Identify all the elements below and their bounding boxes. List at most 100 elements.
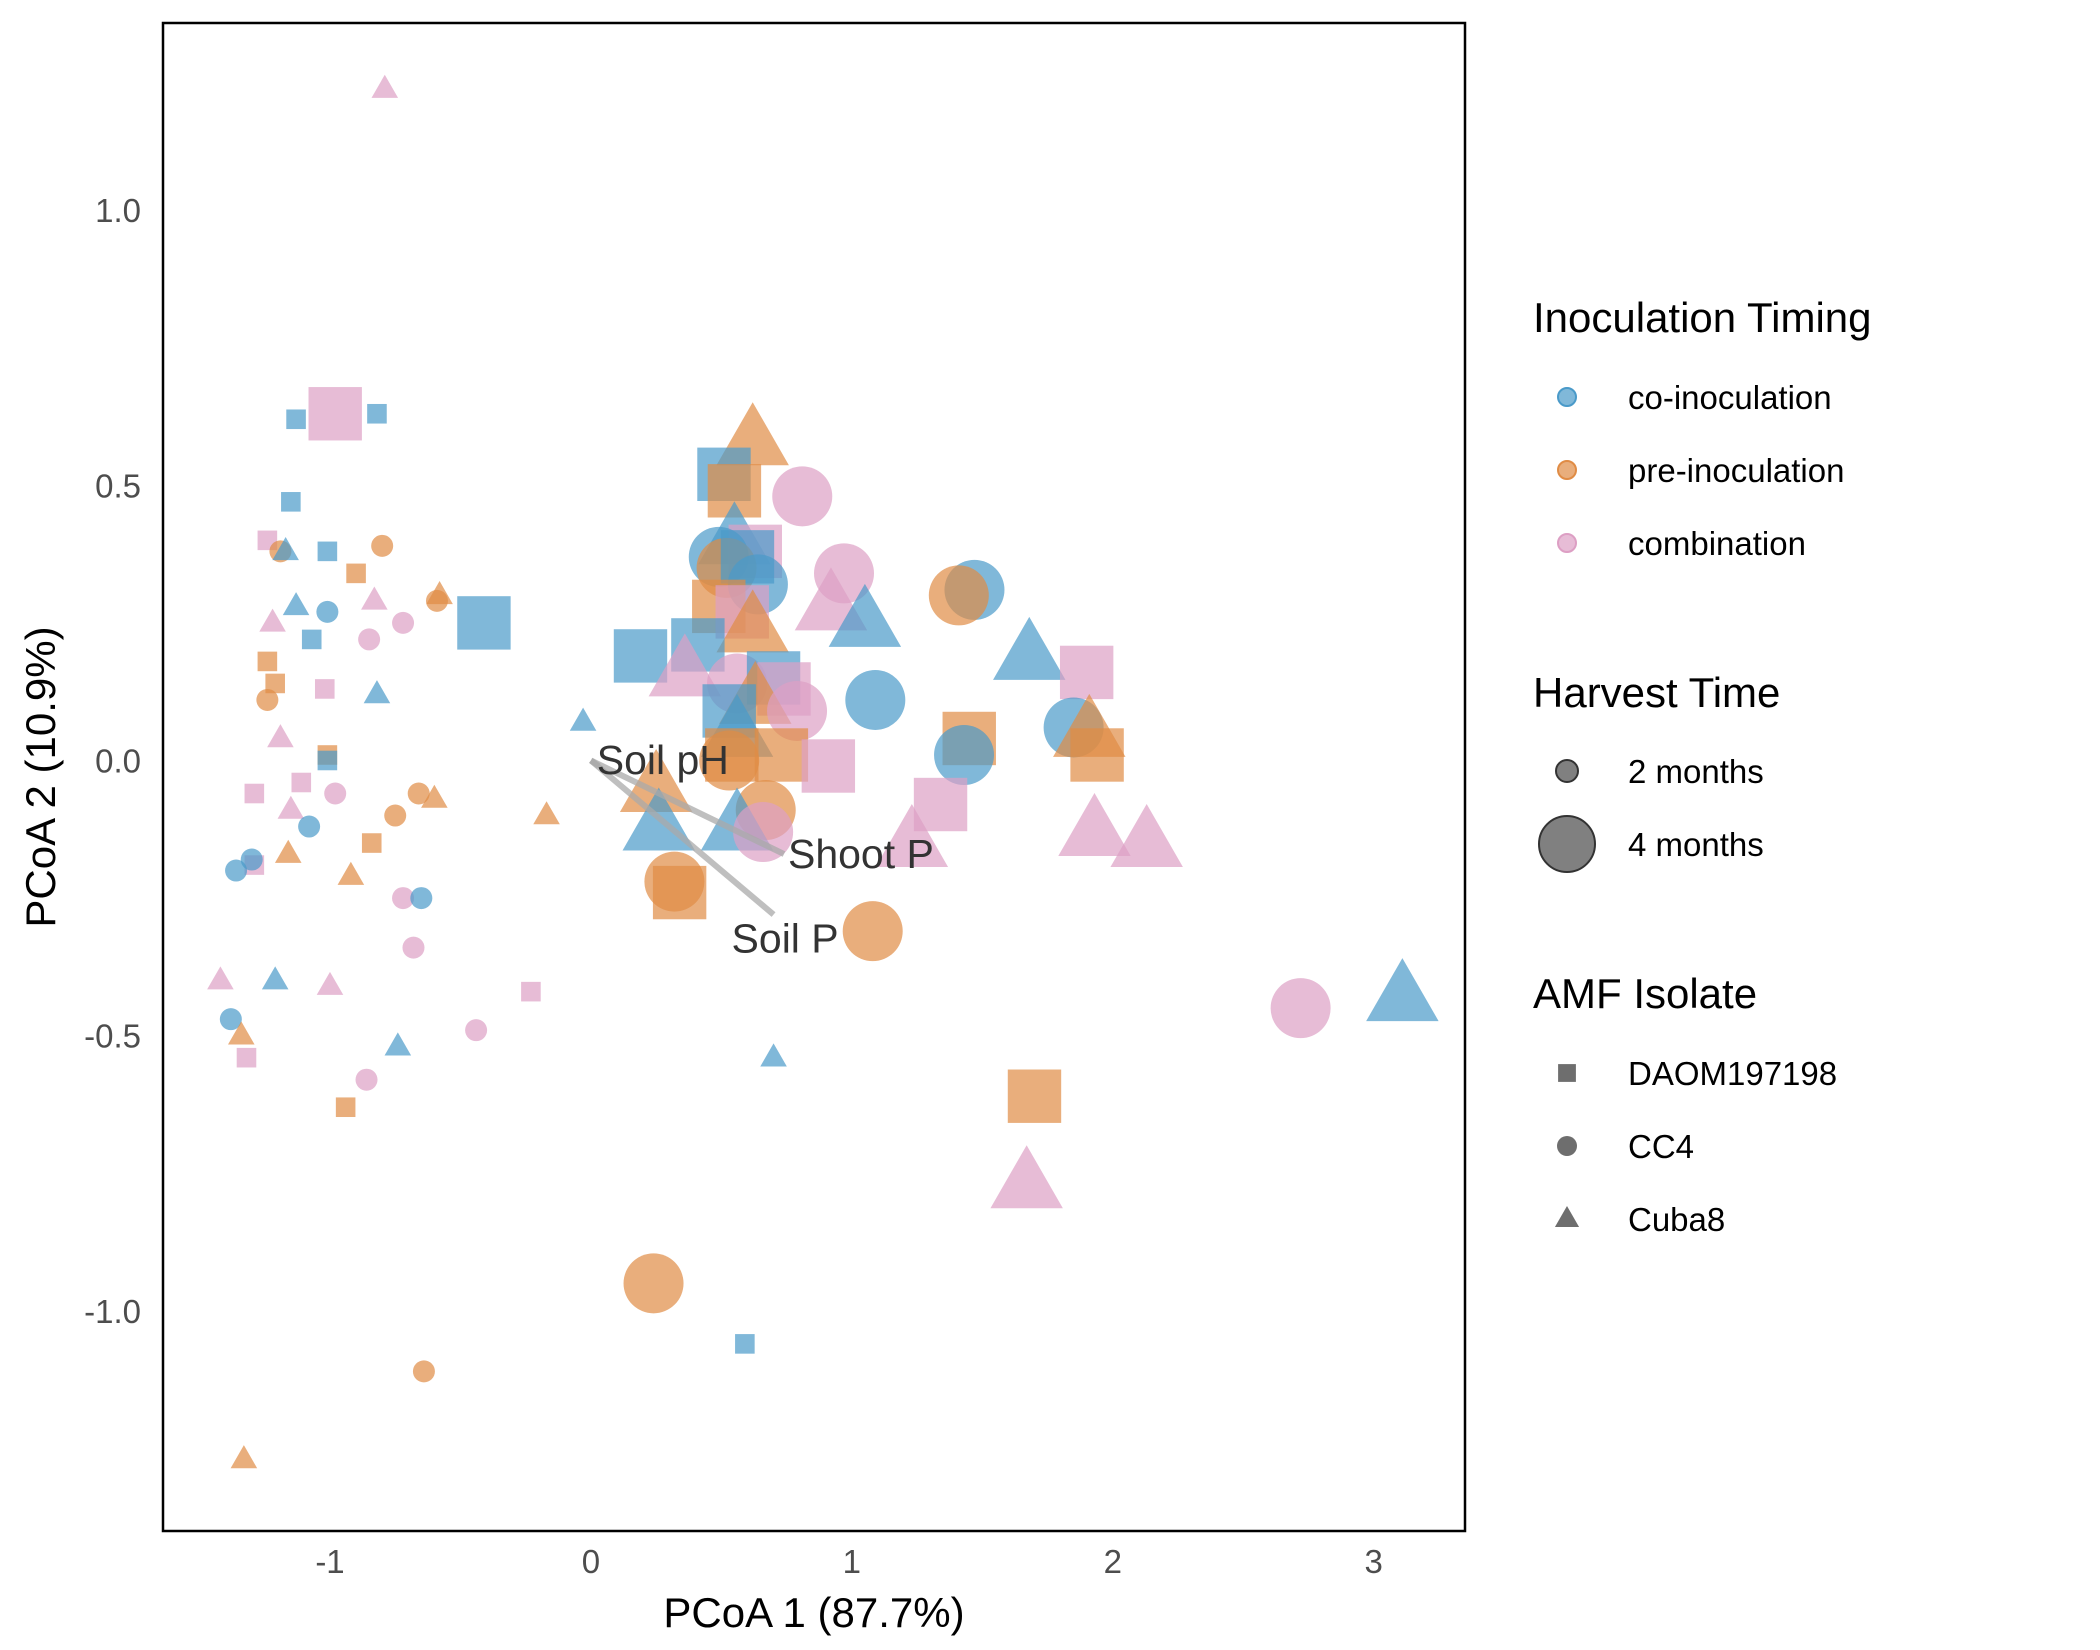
data-point <box>1366 958 1439 1022</box>
data-point <box>623 1253 684 1314</box>
data-point <box>240 848 263 871</box>
data-point <box>219 1008 242 1031</box>
legend-label: DAOM197198 <box>1628 1055 1837 1092</box>
legend-key-pre <box>1557 460 1577 480</box>
data-point <box>316 600 339 623</box>
data-point <box>272 537 299 561</box>
data-point <box>361 586 388 610</box>
data-point <box>993 616 1066 680</box>
data-point <box>648 633 722 697</box>
data-point <box>316 971 344 995</box>
legend-key-harvest-2 <box>1555 759 1579 783</box>
data-point <box>699 730 760 791</box>
data-point <box>282 592 310 616</box>
data-point <box>754 728 809 782</box>
data-point <box>259 608 286 632</box>
x-tick-label: 0 <box>582 1543 600 1580</box>
data-point <box>291 772 312 793</box>
data-point <box>842 901 903 962</box>
legend-key-isolate-tr <box>1554 1205 1580 1227</box>
legend-title: Inoculation Timing <box>1533 294 1872 341</box>
data-point <box>407 782 430 805</box>
data-point <box>227 1021 255 1045</box>
data-point <box>207 966 234 990</box>
legend-key-harvest-4 <box>1538 815 1596 873</box>
fit-vector-label: Soil pH <box>597 737 729 783</box>
data-point <box>1270 978 1331 1039</box>
y-tick-label: -1.0 <box>84 1293 141 1330</box>
fit-vector-arrow <box>589 757 786 857</box>
data-point <box>716 589 789 653</box>
legend-key-comb <box>1557 533 1577 553</box>
legend-title: Harvest Time <box>1533 669 1780 716</box>
data-point <box>230 1445 258 1469</box>
data-point <box>845 669 906 730</box>
data-point <box>274 839 302 863</box>
data-point <box>267 724 294 748</box>
data-point <box>934 724 995 785</box>
legend-label: CC4 <box>1628 1128 1694 1165</box>
x-tick-label: 2 <box>1104 1543 1122 1580</box>
legend: Inoculation Timing co-inoculation pre-inoc… <box>1533 294 1872 1238</box>
data-point <box>367 403 387 424</box>
data-point <box>371 74 399 98</box>
data-point <box>324 782 347 805</box>
legend-key-isolate-ci <box>1557 1136 1577 1156</box>
data-point <box>236 1047 257 1068</box>
data-point <box>261 966 289 990</box>
legend-label: Cuba8 <box>1628 1201 1725 1238</box>
data-point <box>1007 1069 1062 1123</box>
x-tick-label: 1 <box>843 1543 861 1580</box>
data-point <box>335 1097 356 1118</box>
x-axis-ticks: -1 0 1 2 3 <box>315 1543 1383 1580</box>
data-point <box>384 804 407 827</box>
data-point <box>392 887 415 910</box>
data-point <box>384 1032 412 1056</box>
y-tick-label: 1.0 <box>95 192 141 229</box>
vectors-layer: Soil pH Shoot P Soil P <box>588 737 934 962</box>
data-point <box>371 534 394 557</box>
data-point <box>257 651 278 672</box>
data-point <box>733 802 794 863</box>
data-point <box>361 833 382 853</box>
x-axis-title: PCoA 1 (87.7%) <box>663 1589 964 1636</box>
data-point <box>1110 803 1183 867</box>
x-tick-label: 3 <box>1364 1543 1382 1580</box>
data-point <box>410 887 433 910</box>
data-point <box>875 803 949 867</box>
legend-title: AMF Isolate <box>1533 970 1757 1017</box>
data-point <box>1058 792 1131 856</box>
data-point <box>928 565 989 626</box>
legend-label: co-inoculation <box>1628 379 1832 416</box>
data-point <box>613 629 668 683</box>
data-point <box>828 583 902 647</box>
data-point <box>337 861 365 885</box>
data-point <box>286 409 306 430</box>
data-point <box>521 981 541 1002</box>
data-point <box>425 589 448 612</box>
legend-key-isolate-sq <box>1558 1064 1576 1082</box>
data-point <box>265 673 285 694</box>
fit-vector-label: Shoot P <box>788 831 934 877</box>
data-point <box>421 784 448 808</box>
data-point <box>412 1360 435 1383</box>
data-point <box>225 859 248 882</box>
data-point <box>392 611 415 634</box>
data-point <box>256 688 279 711</box>
data-point <box>465 1019 488 1042</box>
x-tick-label: -1 <box>315 1543 344 1580</box>
data-point <box>1070 728 1124 782</box>
data-point <box>767 680 828 741</box>
legend-key-co <box>1557 387 1577 407</box>
legend-label: pre-inoculation <box>1628 452 1844 489</box>
plot-panel-border <box>161 21 1467 1533</box>
legend-label: 4 months <box>1628 826 1764 863</box>
data-point <box>317 750 338 771</box>
data-point <box>281 492 301 512</box>
fit-vector-label: Soil P <box>732 916 839 962</box>
y-axis-ticks: 1.0 0.5 0.0 -0.5 -1.0 <box>84 192 141 1330</box>
fit-vector-arrow <box>588 758 776 917</box>
data-point <box>913 777 968 832</box>
data-point <box>346 563 366 584</box>
